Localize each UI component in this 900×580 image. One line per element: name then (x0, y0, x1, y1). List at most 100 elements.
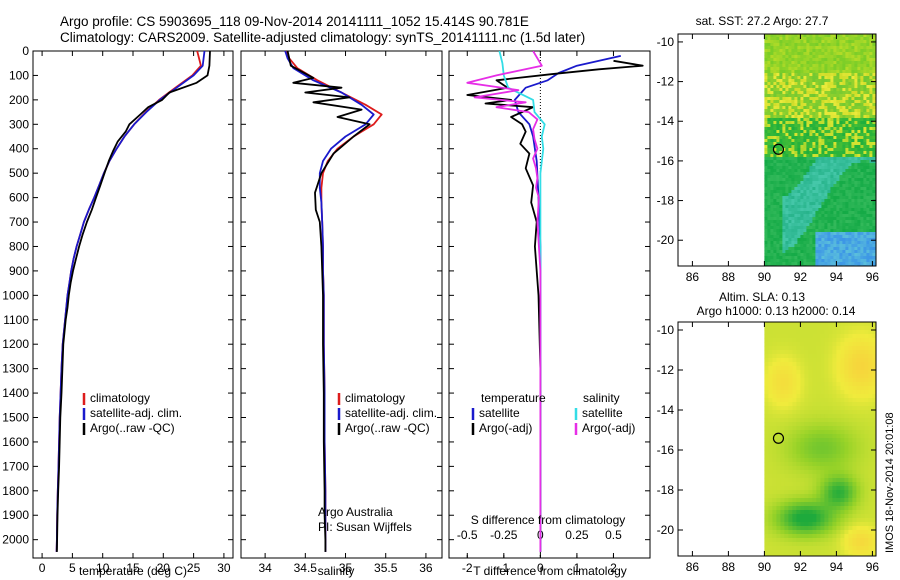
x-tick-label: 35.5 (374, 561, 398, 575)
depth-tick-label: 200 (9, 93, 29, 107)
lat-tick-label: -16 (657, 443, 675, 457)
argo-position-marker-sla (772, 432, 785, 444)
lon-tick-label: 92 (794, 270, 808, 284)
sst-map-title: sat. SST: 27.2 Argo: 27.7 (696, 14, 829, 28)
depth-tick-label: 900 (9, 264, 29, 278)
lon-tick-label: 90 (758, 270, 772, 284)
depth-tick-label: 0 (22, 44, 29, 58)
lat-tick-label: -18 (657, 194, 675, 208)
series-line-argo-adj- (466, 51, 543, 552)
salinity-xlabel: salinity (318, 564, 355, 578)
temperature-lines (55, 51, 211, 552)
sst-map-axes: 86 88 90 92 94 96 -10 -12 -14 -16 -18 -20 (657, 34, 880, 284)
legend-label: satellite-adj. clim. (90, 406, 182, 420)
legend-label: satellite (479, 406, 520, 420)
pi-note: PI: Susan Wijffels (318, 520, 412, 534)
x-tick-label: 36 (419, 561, 433, 575)
lat-tick-label: -14 (657, 114, 675, 128)
s-tick-label: -0.25 (490, 528, 518, 542)
lat-tick-label: -18 (657, 483, 675, 497)
depth-tick-label: 500 (9, 166, 29, 180)
legend-header-salinity: salinity (583, 391, 620, 405)
difference-legend: temperature salinitysatelliteArgo(-adj)sa… (471, 391, 635, 435)
lon-tick-label: 88 (722, 270, 736, 284)
depth-tick-label: 1500 (2, 411, 29, 425)
lon-tick-label: 94 (830, 270, 844, 284)
salinity-lines (284, 51, 383, 552)
imos-timestamp: IMOS 18-Nov-2014 20:01:08 (884, 412, 896, 553)
lat-tick-label: -20 (657, 233, 675, 247)
t-difference-xlabel: T difference from climatology (473, 564, 627, 578)
depth-tick-label: 1400 (2, 386, 29, 400)
lat-tick-label: -12 (657, 75, 675, 89)
x-tick-label: 1 (574, 561, 581, 575)
lon-tick-label: 92 (794, 560, 808, 574)
salinity-axis: 34 34.5 35 35.5 36 (241, 50, 442, 575)
depth-tick-label: 700 (9, 215, 29, 229)
depth-tick-label: 600 (9, 191, 29, 205)
sla-map-image (764, 322, 876, 556)
depth-tick-label: 2000 (2, 533, 29, 547)
x-tick-label: 5 (69, 561, 76, 575)
legend-label: satellite-adj. clim. (345, 406, 437, 420)
sla-map (677, 321, 877, 557)
depth-tick-label: 1300 (2, 362, 29, 376)
lon-tick-label: 94 (830, 560, 844, 574)
sst-map (677, 33, 877, 267)
x-tick-label: 34.5 (294, 561, 318, 575)
series-line-satellite-adj-clim- (284, 51, 375, 552)
depth-tick-label: 1600 (2, 435, 29, 449)
lat-tick-label: -10 (657, 323, 675, 337)
figure-title-line2: Climatology: CARS2009. Satellite-adjuste… (60, 30, 586, 45)
difference-lines (466, 51, 644, 552)
depth-tick-label: 800 (9, 239, 29, 253)
lon-tick-label: 96 (866, 270, 880, 284)
depth-tick-label: 1000 (2, 288, 29, 302)
legend-label: satellite (582, 406, 623, 420)
sla-map-axes: 86 88 90 92 94 96 -10 -12 -14 -16 -18 -20 (657, 322, 879, 574)
temperature-axis: 0 5 10 15 20 25 300100200300400500600700800900… (2, 44, 233, 575)
temperature-xlabel: temperature (deg C) (79, 564, 187, 578)
lon-tick-label: 86 (686, 270, 700, 284)
depth-tick-label: 1800 (2, 484, 29, 498)
depth-tick-label: 1900 (2, 508, 29, 522)
series-line-argo-adj- (466, 59, 644, 552)
series-line-argo-raw-qc- (56, 51, 211, 552)
depth-tick-label: 100 (9, 68, 29, 82)
depth-tick-label: 1200 (2, 337, 29, 351)
series-line-argo-raw-qc- (286, 51, 371, 552)
sst-map-image (764, 34, 876, 266)
s-difference-xlabel: S difference from climatology (471, 513, 626, 527)
s-tick-label: -0.5 (457, 528, 478, 542)
difference-panel (448, 50, 651, 559)
legend-label: climatology (345, 391, 405, 405)
s-tick-label: 0.25 (565, 528, 589, 542)
x-tick-label: 20 (157, 561, 171, 575)
lat-tick-label: -16 (657, 154, 675, 168)
x-tick-label: -1 (498, 561, 509, 575)
legend-header-temperature: temperature (481, 391, 546, 405)
legend-label: Argo(-adj) (479, 421, 532, 435)
x-tick-label: 2 (610, 561, 617, 575)
series-line-satellite (513, 55, 621, 552)
depth-tick-label: 1700 (2, 459, 29, 473)
salinity-panel (240, 50, 443, 559)
argo-position-marker-sst (772, 143, 785, 155)
lat-tick-label: -20 (657, 523, 675, 537)
x-tick-label: 30 (217, 561, 231, 575)
depth-tick-label: 1100 (3, 313, 29, 327)
x-tick-label: 25 (187, 561, 201, 575)
lat-tick-label: -12 (657, 363, 675, 377)
legend-label: climatology (90, 391, 150, 405)
series-line-satellite-adj-clim- (55, 51, 206, 552)
x-tick-label: 35 (339, 561, 353, 575)
x-tick-label: 10 (96, 561, 110, 575)
legend-label: Argo(-adj) (582, 421, 635, 435)
argo-australia-note: Argo Australia (318, 505, 393, 519)
legend-label: Argo(..raw -QC) (90, 421, 175, 435)
figure-title-line1: Argo profile: CS 5903695_118 09-Nov-2014… (60, 14, 529, 29)
